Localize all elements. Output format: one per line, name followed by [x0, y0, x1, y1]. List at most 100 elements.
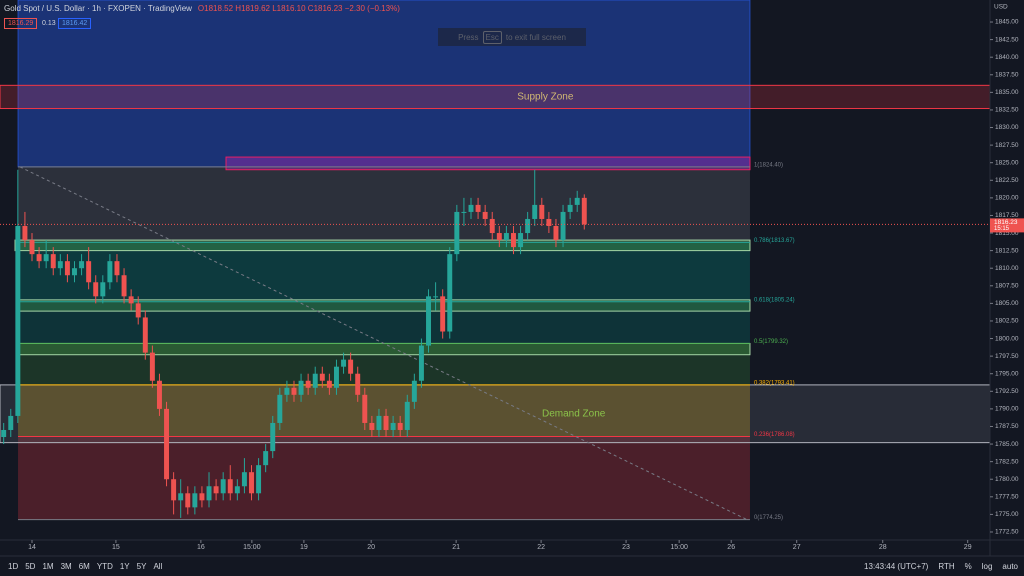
range-button[interactable]: 6M: [78, 561, 90, 571]
y-tick-label: 1812.50: [995, 247, 1019, 254]
ask[interactable]: 1816.42: [58, 18, 92, 29]
candle-body: [220, 479, 226, 494]
y-tick-label: 1822.50: [995, 177, 1019, 184]
axis-option[interactable]: %: [964, 561, 972, 571]
y-tick-label: 1790.00: [995, 406, 1019, 413]
candle-body: [553, 226, 559, 241]
axis-option[interactable]: RTH: [938, 561, 955, 571]
candle-body: [567, 204, 573, 212]
y-tick-label: 1825.00: [995, 159, 1019, 166]
fib-band: [18, 436, 750, 520]
candle-body: [560, 211, 566, 241]
countdown: 15:15: [994, 226, 1010, 232]
range-button[interactable]: YTD: [96, 561, 113, 571]
x-tick-label: 29: [964, 544, 972, 551]
y-tick-label: 1830.00: [995, 124, 1019, 131]
y-tick-label: 1802.50: [995, 318, 1019, 325]
candle-body: [461, 211, 467, 213]
candle-body: [8, 415, 14, 430]
candle-body: [291, 387, 297, 395]
candle-body: [50, 254, 56, 269]
candle-body: [93, 282, 99, 297]
candle-body: [241, 472, 247, 487]
range-button[interactable]: 5Y: [136, 561, 147, 571]
candle-body: [213, 486, 219, 494]
candle-body: [546, 218, 552, 227]
candle-body: [149, 352, 155, 381]
candle-body: [128, 296, 134, 304]
candle-body: [454, 211, 460, 255]
x-tick-label: 19: [300, 544, 308, 551]
candle-body: [135, 303, 141, 318]
candle-body: [475, 204, 481, 212]
axis-option[interactable]: log: [981, 561, 993, 571]
candle-body: [518, 233, 524, 248]
candle-body: [43, 254, 49, 262]
bid[interactable]: 1816.29: [4, 18, 38, 29]
candle-body: [100, 282, 106, 297]
candle-body: [397, 422, 403, 430]
y-tick-label: 1797.50: [995, 353, 1019, 360]
range-button[interactable]: 1M: [42, 561, 54, 571]
y-tick-label: 1805.00: [995, 300, 1019, 307]
y-tick-label: 1840.00: [995, 54, 1019, 61]
fib-label: 0.236(1786.08): [754, 432, 795, 438]
zone-label: Demand Zone: [542, 408, 606, 419]
fib-band: [18, 166, 750, 243]
candle-body: [333, 366, 339, 388]
candle-body: [57, 261, 63, 269]
x-tick-label: 23: [622, 544, 630, 551]
y-tick-label: 1810.00: [995, 265, 1019, 272]
key: Esc: [482, 30, 502, 44]
zone: [17, 342, 751, 356]
axis-option[interactable]: auto: [1002, 561, 1018, 571]
candle-body: [114, 261, 120, 276]
zone: [14, 239, 751, 252]
currency: USD: [994, 4, 1008, 11]
candle-body: [312, 373, 318, 388]
candle-body: [433, 296, 439, 298]
trendline: [19, 166, 748, 521]
y-tick-label: 1832.50: [995, 107, 1019, 114]
range-button[interactable]: 1Y: [119, 561, 130, 571]
x-tick-label: 20: [367, 544, 375, 551]
y-tick-label: 1845.00: [995, 19, 1019, 26]
candle-body: [263, 451, 269, 466]
range-button[interactable]: All: [153, 561, 163, 571]
candle-body: [383, 415, 389, 430]
fib-band: [18, 343, 750, 385]
x-tick-label: 27: [793, 544, 801, 551]
last-price-box: [990, 218, 1024, 233]
candle-body: [305, 380, 311, 388]
y-tick-label: 1785.00: [995, 441, 1019, 448]
spread: 0.13: [42, 20, 56, 27]
candle-body: [426, 296, 431, 346]
candle-body: [362, 394, 368, 423]
candle-body: [440, 296, 446, 332]
candle-body: [277, 394, 283, 423]
candle-body: [489, 218, 495, 234]
y-tick-label: 1835.00: [995, 89, 1019, 96]
range-button[interactable]: 3M: [60, 561, 72, 571]
zone: [0, 384, 991, 444]
candle-body: [418, 345, 424, 381]
candle-body: [284, 387, 290, 395]
y-tick-label: 1817.50: [995, 212, 1019, 219]
y-tick-label: 1787.50: [995, 423, 1019, 430]
y-tick-label: 1777.50: [995, 494, 1019, 501]
candle-body: [192, 493, 198, 508]
candle-body: [29, 240, 35, 255]
candle-body: [348, 359, 354, 374]
candle-body: [234, 486, 240, 494]
toolbar: 1D 5D 1M 3M 6M YTD 1Y 5Y All 13:43:44 (UTC+7) RTH%…: [0, 556, 1024, 576]
notice-text: Press: [458, 32, 479, 42]
x-tick-label: 21: [452, 544, 460, 551]
candle-body: [256, 465, 262, 494]
range-button[interactable]: 1D: [8, 561, 19, 571]
header: Gold Spot / U.S. Dollar · 1h · FXOPEN · …: [4, 4, 400, 13]
candle-body: [121, 275, 127, 297]
candle-body: [227, 479, 233, 494]
range-button[interactable]: 5D: [25, 561, 36, 571]
candle-body: [15, 226, 21, 416]
